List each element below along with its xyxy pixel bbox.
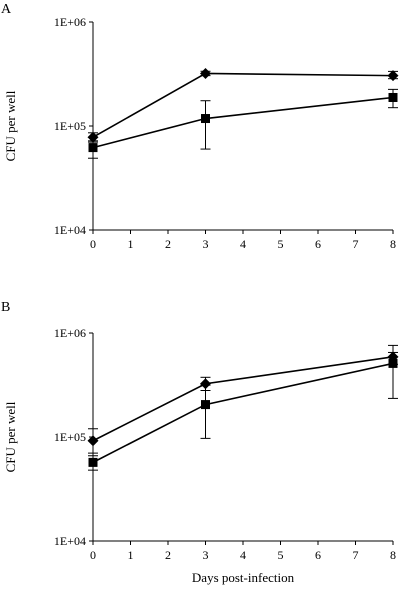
series-line	[92, 96, 394, 149]
x-tick-label: 6	[315, 548, 321, 562]
data-point-diamond	[200, 378, 211, 390]
series-square	[88, 351, 398, 471]
x-tick-label: 1	[128, 548, 134, 562]
x-tick-label: 8	[390, 548, 396, 562]
chart-panel-b: B 1E+04 1E+05 1E+06 0 1 2 3 4 5 6 7 8 CFU per well Day…	[1, 300, 399, 585]
x-tick-label: 3	[203, 237, 209, 251]
data-point-square	[201, 114, 210, 124]
x-tick-label: 2	[165, 237, 171, 251]
series-square	[88, 88, 398, 159]
x-tick-label: 1	[128, 237, 134, 251]
x-tick-label: 3	[203, 548, 209, 562]
panel-label: A	[1, 2, 12, 17]
x-tick-label: 0	[90, 237, 96, 251]
y-tick-label: 1E+04	[54, 534, 86, 548]
x-tick-label: 5	[278, 548, 284, 562]
series-diamond	[87, 344, 399, 454]
x-tick-label: 5	[278, 237, 284, 251]
x-tick-label: 0	[90, 548, 96, 562]
x-axis-label: Days post-infection	[192, 570, 295, 585]
y-tick-label: 1E+04	[54, 223, 86, 237]
x-tick-label: 7	[353, 237, 359, 251]
data-point-square	[388, 358, 398, 368]
data-point-square	[88, 143, 98, 153]
x-tick-label: 2	[165, 548, 171, 562]
panel-label: B	[1, 300, 10, 315]
y-tick-label: 1E+06	[54, 15, 86, 29]
data-point-square	[388, 92, 398, 102]
y-axis-label: CFU per well	[3, 90, 18, 161]
data-point-square	[201, 400, 210, 410]
data-point-square	[88, 457, 98, 467]
x-tick-label: 8	[390, 237, 396, 251]
data-point-diamond	[87, 131, 99, 143]
y-tick-label: 1E+05	[54, 119, 86, 133]
series-line	[92, 356, 394, 442]
data-point-diamond	[387, 70, 399, 82]
x-tick-label: 7	[353, 548, 359, 562]
y-tick-label: 1E+05	[54, 430, 86, 444]
chart-panel-a: A 1E+04 1E+05 1E+06 0 1 2 3 4 5 6 7 8 CFU per well	[1, 2, 399, 251]
series-diamond	[87, 67, 399, 143]
data-point-diamond	[200, 67, 211, 79]
series-line	[92, 72, 394, 138]
y-axis-label: CFU per well	[3, 401, 18, 472]
y-tick-label: 1E+06	[54, 326, 86, 340]
data-point-diamond	[87, 435, 99, 447]
x-tick-label: 4	[240, 548, 246, 562]
x-tick-label: 4	[240, 237, 246, 251]
x-tick-label: 6	[315, 237, 321, 251]
